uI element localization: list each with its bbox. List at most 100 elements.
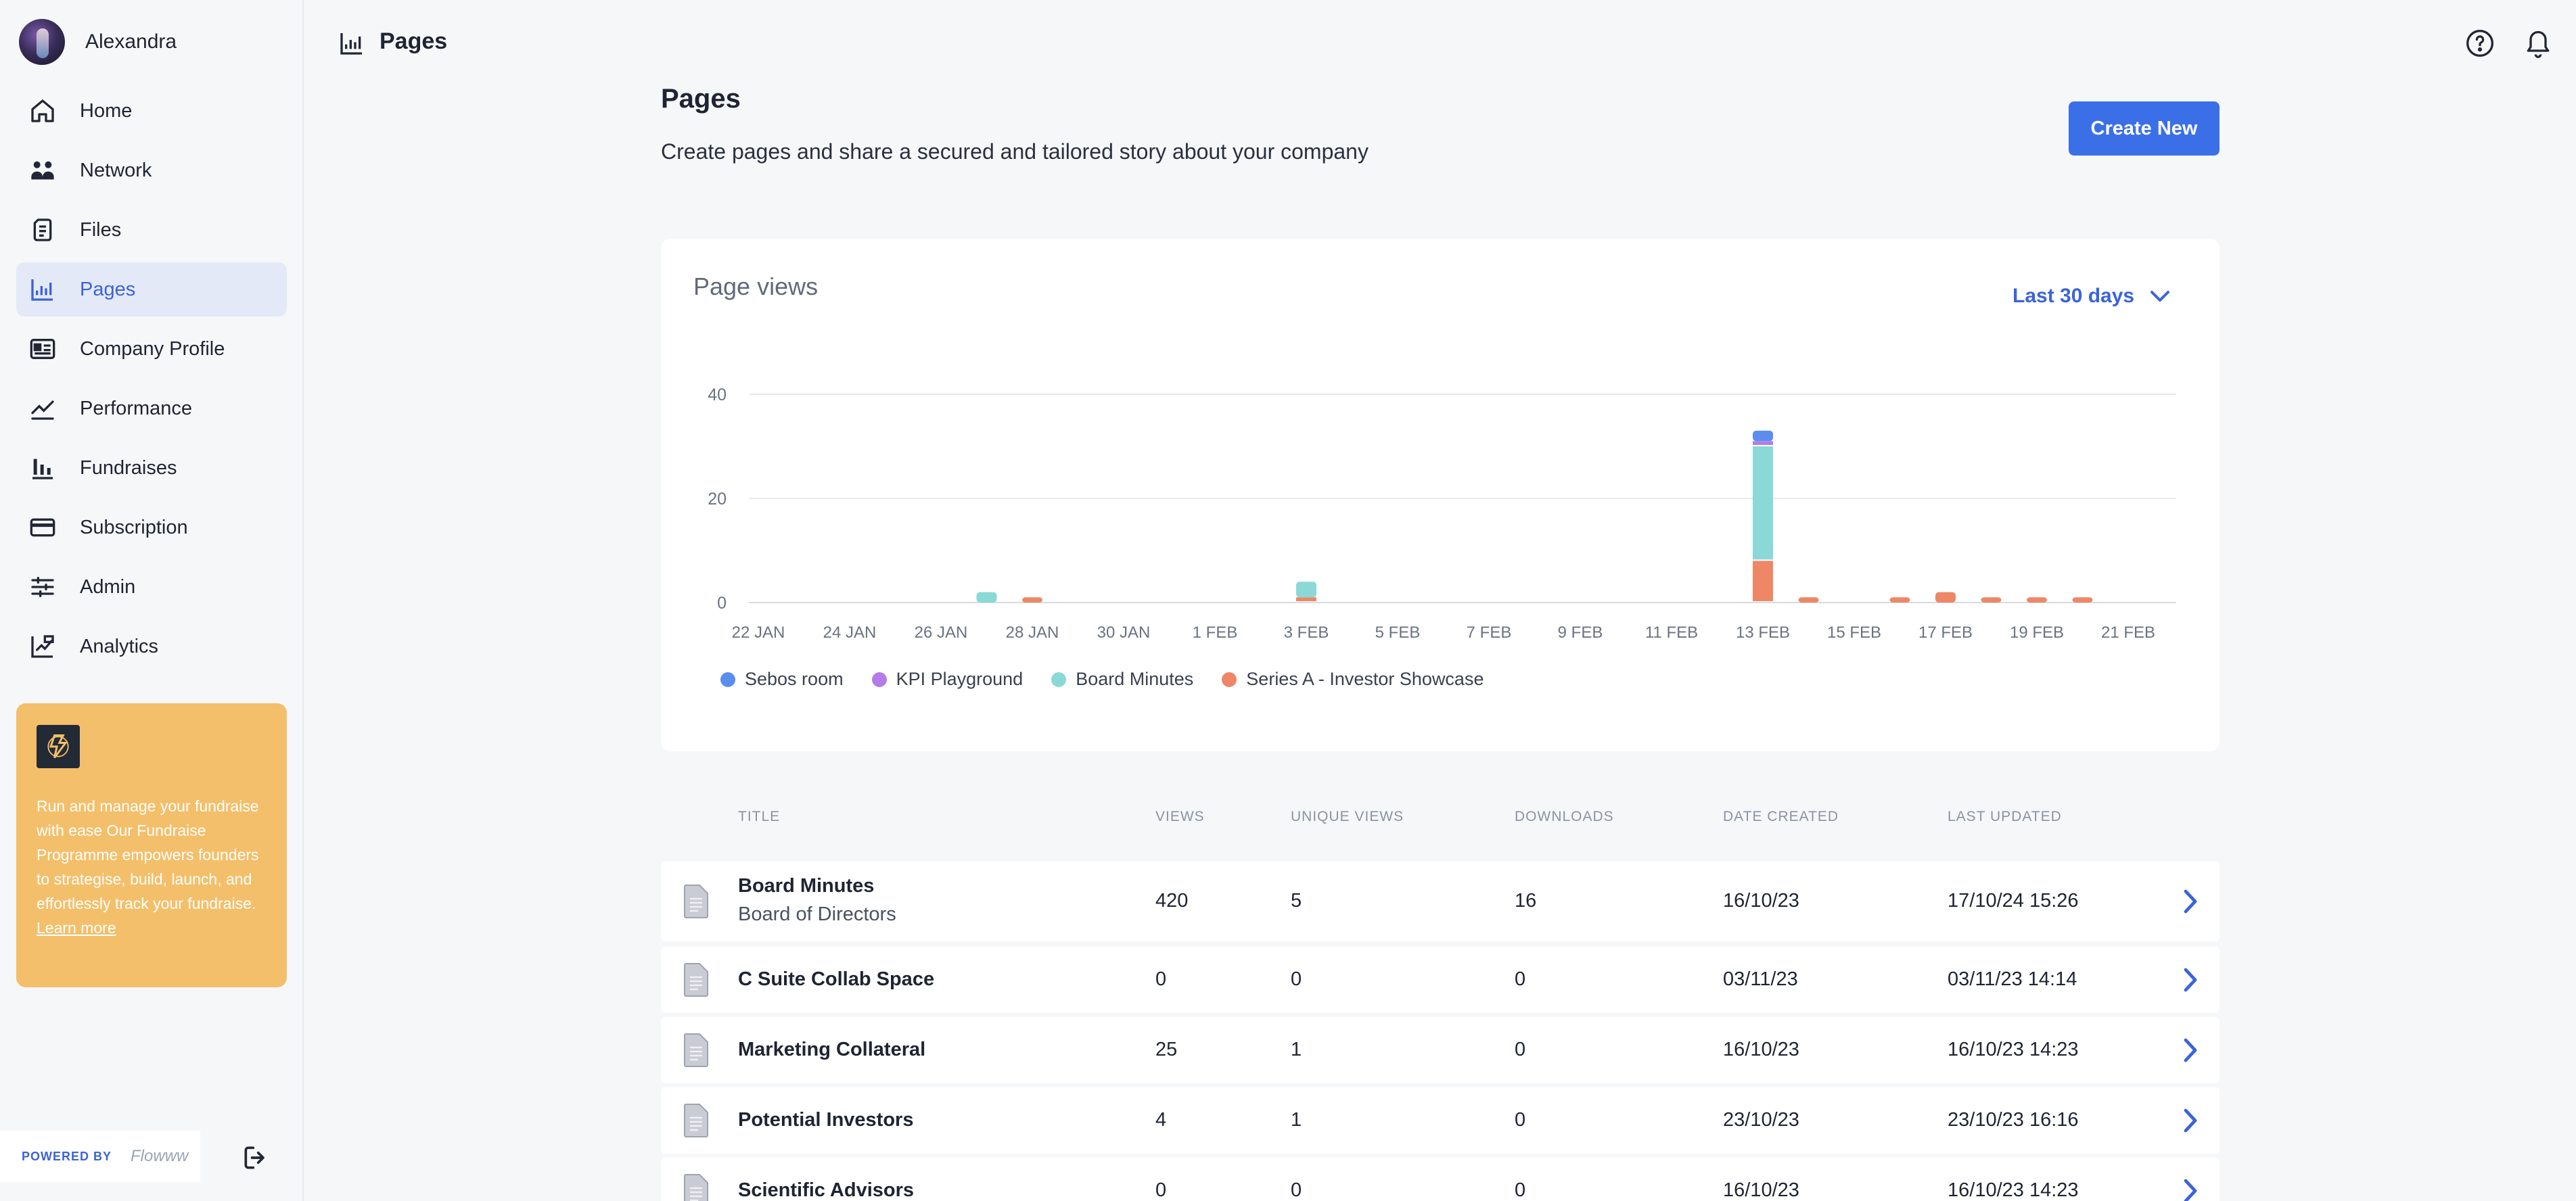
x-tick-label: 21 FEB	[2101, 623, 2155, 642]
legend-item[interactable]: Series A - Investor Showcase	[1222, 669, 1484, 690]
sidebar-item-admin[interactable]: Admin	[16, 560, 287, 614]
bar-segment[interactable]	[2072, 597, 2093, 603]
legend-item[interactable]: KPI Playground	[871, 669, 1023, 690]
y-tick-label: 0	[717, 594, 727, 613]
page-subtitle: Create pages and share a secured and tai…	[661, 139, 1368, 164]
table-row[interactable]: Scientific Advisors 0 0 0 16/10/23 16/10/…	[661, 1158, 2220, 1201]
learn-more-link[interactable]: Learn more	[37, 919, 116, 937]
column-header-last-updated[interactable]: LAST UPDATED	[1948, 809, 2062, 824]
bar-segment[interactable]	[1753, 561, 1773, 601]
last-updated-cell: 17/10/24 15:26	[1948, 890, 2079, 912]
page-title-cell[interactable]: Board Minutes	[738, 875, 875, 897]
create-new-button[interactable]: Create New	[2069, 101, 2220, 156]
sidebar-item-performance[interactable]: Performance	[16, 381, 287, 435]
bar-segment[interactable]	[1296, 597, 1316, 601]
network-icon	[28, 156, 57, 185]
sidebar: Alexandra Home Network Files Pages	[0, 0, 304, 1201]
bar-segment[interactable]	[1296, 582, 1316, 598]
document-icon	[681, 962, 710, 997]
legend-item[interactable]: Board Minutes	[1051, 669, 1193, 690]
downloads-cell: 0	[1515, 1109, 1526, 1131]
bell-icon[interactable]	[2523, 27, 2553, 60]
page-title-cell[interactable]: C Suite Collab Space	[738, 968, 935, 990]
unique-views-cell: 1	[1291, 1109, 1302, 1131]
document-icon	[681, 1173, 710, 1201]
sidebar-item-pages[interactable]: Pages	[16, 262, 287, 316]
table-row[interactable]: Board Minutes Board of Directors 420 5 16…	[661, 862, 2220, 941]
avatar[interactable]	[19, 19, 65, 65]
x-tick-label: 30 JAN	[1097, 623, 1151, 642]
analytics-icon	[28, 632, 57, 661]
bar-segment[interactable]	[1753, 430, 1773, 442]
files-icon	[28, 216, 57, 244]
logout-icon[interactable]	[241, 1143, 271, 1173]
bar-segment[interactable]	[1753, 446, 1773, 560]
chevron-right-icon[interactable]	[2182, 967, 2199, 993]
legend-item[interactable]: Sebos room	[720, 669, 844, 690]
unique-views-cell: 5	[1291, 890, 1302, 912]
topbar-title: Pages	[380, 28, 448, 54]
views-cell: 25	[1155, 1039, 1178, 1060]
chevron-right-icon[interactable]	[2182, 1037, 2199, 1063]
sidebar-item-label: Subscription	[80, 516, 188, 538]
page-views-chart: 0 20 40 22 JAN 24 JAN 26 JAN 28 JAN 30 JAN 1 FEB…	[708, 385, 2176, 642]
date-range-select[interactable]: Last 30 days	[2013, 285, 2171, 308]
sidebar-item-label: Pages	[80, 278, 136, 300]
chevron-right-icon[interactable]	[2182, 889, 2199, 914]
sidebar-item-network[interactable]: Network	[16, 143, 287, 197]
views-cell: 420	[1155, 890, 1189, 912]
bar-segment[interactable]	[1889, 597, 1910, 603]
sidebar-item-subscription[interactable]: Subscription	[16, 500, 287, 555]
bar-segment[interactable]	[2027, 597, 2047, 603]
sidebar-item-label: Admin	[80, 575, 136, 598]
bar-segment[interactable]	[976, 592, 997, 603]
sidebar-item-label: Home	[80, 99, 133, 122]
fundraises-icon	[28, 454, 57, 482]
table-row[interactable]: Marketing Collateral 25 1 0 16/10/23 16/1…	[661, 1017, 2220, 1083]
bar-segment[interactable]	[1935, 592, 1956, 603]
downloads-cell: 0	[1515, 968, 1526, 990]
column-header-downloads[interactable]: DOWNLOADS	[1515, 809, 1614, 824]
page-title-cell[interactable]: Scientific Advisors	[738, 1179, 915, 1201]
x-tick-label: 22 JAN	[732, 623, 785, 642]
powered-by-badge[interactable]: POWERED BY Flowww	[0, 1131, 200, 1182]
column-header-title[interactable]: TITLE	[738, 809, 781, 824]
sidebar-item-files[interactable]: Files	[16, 203, 287, 257]
bar-segment[interactable]	[1981, 597, 2002, 603]
page-title-cell[interactable]: Marketing Collateral	[738, 1039, 926, 1060]
column-header-unique-views[interactable]: UNIQUE VIEWS	[1291, 809, 1404, 824]
unique-views-cell: 0	[1291, 968, 1302, 990]
y-tick-label: 40	[708, 385, 727, 404]
user-profile[interactable]: Alexandra	[19, 19, 177, 65]
subscription-icon	[28, 513, 57, 542]
table-row[interactable]: C Suite Collab Space 0 0 0 03/11/23 03/11…	[661, 947, 2220, 1013]
table-row[interactable]: Potential Investors 4 1 0 23/10/23 23/10/…	[661, 1087, 2220, 1154]
date-range-label: Last 30 days	[2013, 285, 2135, 307]
column-header-date-created[interactable]: DATE CREATED	[1723, 809, 1839, 824]
pages-icon	[338, 30, 365, 57]
sidebar-item-analytics[interactable]: Analytics	[16, 619, 287, 674]
bar-segment[interactable]	[1753, 441, 1773, 445]
sidebar-item-label: Files	[80, 218, 122, 241]
x-tick-label: 9 FEB	[1558, 623, 1603, 642]
chart-legend: Sebos room KPI Playground Board Minutes Ser…	[720, 669, 1512, 690]
x-tick-label: 19 FEB	[2010, 623, 2064, 642]
pages-icon	[28, 275, 57, 304]
column-header-views[interactable]: VIEWS	[1155, 809, 1205, 824]
bar-segment[interactable]	[1798, 597, 1819, 603]
x-tick-label: 24 JAN	[823, 623, 877, 642]
bar-segment[interactable]	[1022, 597, 1042, 603]
page-title-cell[interactable]: Potential Investors	[738, 1109, 914, 1131]
chevron-right-icon[interactable]	[2182, 1108, 2199, 1133]
sidebar-item-fundraises[interactable]: Fundraises	[16, 441, 287, 495]
help-icon[interactable]	[2465, 28, 2495, 58]
sidebar-item-company-profile[interactable]: Company Profile	[16, 322, 287, 376]
fundraise-logo-icon	[37, 725, 80, 768]
user-name: Alexandra	[85, 30, 177, 53]
page-views-card: Page views Last 30 days 0 20 40 22 JAN 24 JA…	[661, 239, 2220, 751]
views-cell: 4	[1155, 1109, 1167, 1131]
legend-dot	[720, 672, 735, 687]
chevron-right-icon[interactable]	[2182, 1178, 2199, 1201]
performance-icon	[28, 394, 57, 423]
sidebar-item-home[interactable]: Home	[16, 84, 287, 138]
